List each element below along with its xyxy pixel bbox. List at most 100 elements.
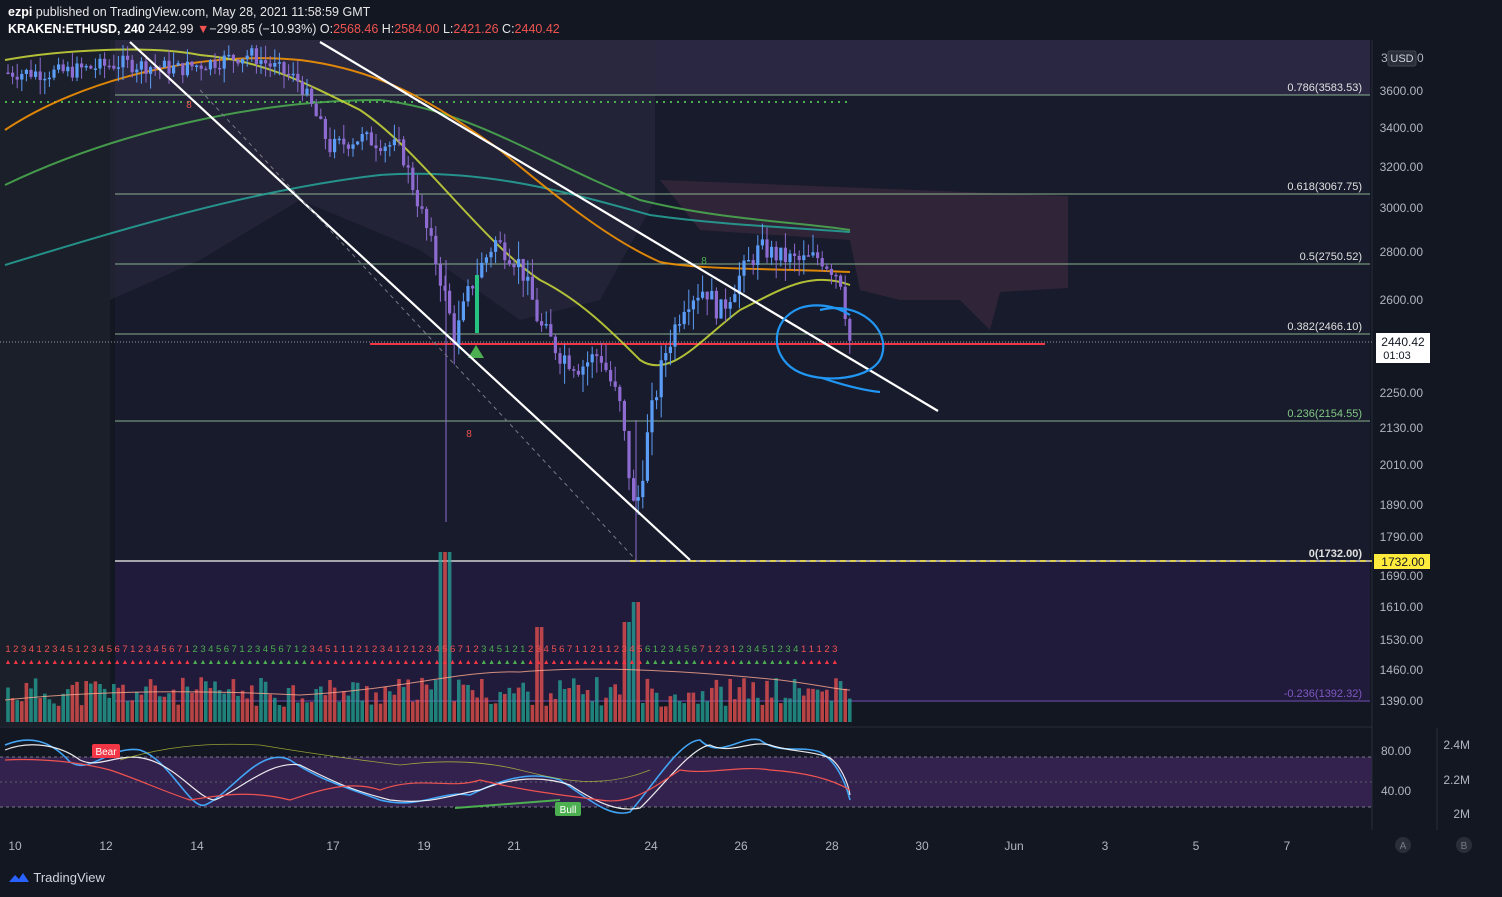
volume-bar bbox=[516, 687, 521, 722]
channel-upper-trendline[interactable] bbox=[319, 41, 939, 412]
candle-body bbox=[57, 64, 61, 70]
candle-body bbox=[282, 62, 286, 74]
candle-body bbox=[825, 266, 829, 269]
count-triangle: ▲ bbox=[558, 659, 565, 666]
price-tick-label: 2250.00 bbox=[1380, 386, 1424, 400]
osc-tick-label: 40.00 bbox=[1381, 784, 1411, 798]
volume-bar bbox=[397, 679, 401, 722]
count-triangle: ▲ bbox=[309, 659, 316, 666]
count-digit: 2 bbox=[473, 644, 478, 655]
volume-bar bbox=[148, 679, 153, 722]
volume-bar bbox=[438, 552, 443, 722]
currency-badge[interactable]: USD bbox=[1387, 50, 1417, 67]
count-digit: 2 bbox=[590, 644, 595, 655]
scale-button[interactable]: A bbox=[1395, 837, 1411, 853]
volume-bar bbox=[328, 680, 332, 722]
count-digit: 5 bbox=[442, 644, 447, 655]
candle-body bbox=[848, 319, 852, 341]
volume-bar bbox=[250, 685, 254, 722]
candle-body bbox=[204, 68, 208, 71]
volume-bar bbox=[558, 680, 562, 722]
annotation-circle[interactable] bbox=[775, 304, 885, 380]
count-digit: 7 bbox=[286, 644, 291, 655]
count-triangle: ▲ bbox=[106, 659, 113, 666]
candle-body bbox=[70, 66, 74, 78]
count-digit: 1 bbox=[801, 644, 806, 655]
low-value: 2421.26 bbox=[453, 22, 499, 36]
count-digit: 1 bbox=[466, 644, 471, 655]
volume-bar bbox=[15, 700, 19, 722]
scale-button[interactable]: B bbox=[1456, 837, 1472, 853]
volume-bar bbox=[737, 687, 742, 722]
count-triangle: ▲ bbox=[161, 659, 168, 666]
candle-body bbox=[567, 355, 571, 370]
count-triangle: ▲ bbox=[137, 659, 144, 666]
count-triangle: ▲ bbox=[254, 659, 261, 666]
price-chart[interactable]: 0.786(3583.53) 0.618(3067.75) 0.5(2750.52)… bbox=[0, 40, 1502, 860]
candle-body bbox=[374, 145, 378, 149]
candle-body bbox=[139, 61, 143, 70]
candle-body bbox=[480, 262, 484, 278]
price-axis[interactable] bbox=[1372, 40, 1502, 840]
candle-body bbox=[365, 132, 369, 135]
candle-body bbox=[305, 88, 309, 95]
candle-body bbox=[632, 478, 636, 501]
count-digit: 5 bbox=[271, 644, 276, 655]
volume-bar bbox=[553, 698, 558, 722]
volume-bar bbox=[162, 696, 167, 722]
open-label: O: bbox=[319, 22, 334, 36]
volume-bar bbox=[199, 677, 203, 722]
date-tick-label: 10 bbox=[8, 839, 22, 853]
volume-bar bbox=[378, 703, 383, 722]
count-digit: 2 bbox=[778, 644, 783, 655]
candle-body bbox=[158, 67, 162, 69]
volume-bar bbox=[650, 688, 654, 722]
count-triangle: ▲ bbox=[691, 659, 698, 666]
count-digit: 1 bbox=[333, 644, 338, 655]
volume-bar bbox=[305, 702, 309, 722]
count-triangle: ▲ bbox=[184, 659, 191, 666]
volume-bar bbox=[314, 689, 318, 722]
candle-body bbox=[425, 208, 429, 229]
volume-bar bbox=[493, 703, 498, 722]
channel-lower-trendline[interactable] bbox=[129, 41, 691, 561]
candle-body bbox=[429, 228, 433, 236]
symbol-interval[interactable]: KRAKEN:ETHUSD, 240 bbox=[8, 22, 145, 36]
volume-bar bbox=[544, 705, 548, 722]
volume-bar bbox=[144, 686, 148, 722]
count-digit: 6 bbox=[224, 644, 229, 655]
count-triangle: ▲ bbox=[262, 659, 269, 666]
count-triangle: ▲ bbox=[668, 659, 675, 666]
author-name[interactable]: ezpi bbox=[8, 5, 33, 19]
count-triangle: ▲ bbox=[808, 659, 815, 666]
count-triangle: ▲ bbox=[597, 659, 604, 666]
ma-20 bbox=[4, 48, 851, 367]
count-digit: 5 bbox=[325, 644, 330, 655]
bear-badge: Bear bbox=[92, 744, 120, 758]
count-digit: 4 bbox=[754, 644, 759, 655]
candle-body bbox=[162, 60, 166, 68]
count-triangle: ▲ bbox=[465, 659, 472, 666]
volume-bar bbox=[84, 681, 88, 722]
count-digit: 3 bbox=[746, 644, 751, 655]
candle-body bbox=[360, 134, 364, 142]
count-triangle: ▲ bbox=[707, 659, 714, 666]
candle-body bbox=[300, 81, 304, 95]
date-tick-label: 30 bbox=[915, 839, 929, 853]
candle-body bbox=[29, 69, 33, 77]
candle-body bbox=[277, 62, 281, 64]
candle-body bbox=[199, 65, 203, 69]
bull-badge-bg bbox=[555, 802, 581, 816]
volume-bar bbox=[309, 702, 314, 722]
count-digit: 3 bbox=[146, 644, 151, 655]
volume-bar bbox=[710, 687, 714, 722]
volume-bar bbox=[576, 684, 581, 722]
count-triangle: ▲ bbox=[207, 659, 214, 666]
count-triangle: ▲ bbox=[574, 659, 581, 666]
count-digit: 5 bbox=[107, 644, 112, 655]
candle-body bbox=[52, 69, 56, 78]
annotation-underline[interactable] bbox=[821, 376, 881, 394]
tradingview-logo[interactable]: TradingView bbox=[8, 870, 105, 885]
candle-body bbox=[135, 69, 139, 73]
scale-button-label: A bbox=[1400, 841, 1407, 852]
